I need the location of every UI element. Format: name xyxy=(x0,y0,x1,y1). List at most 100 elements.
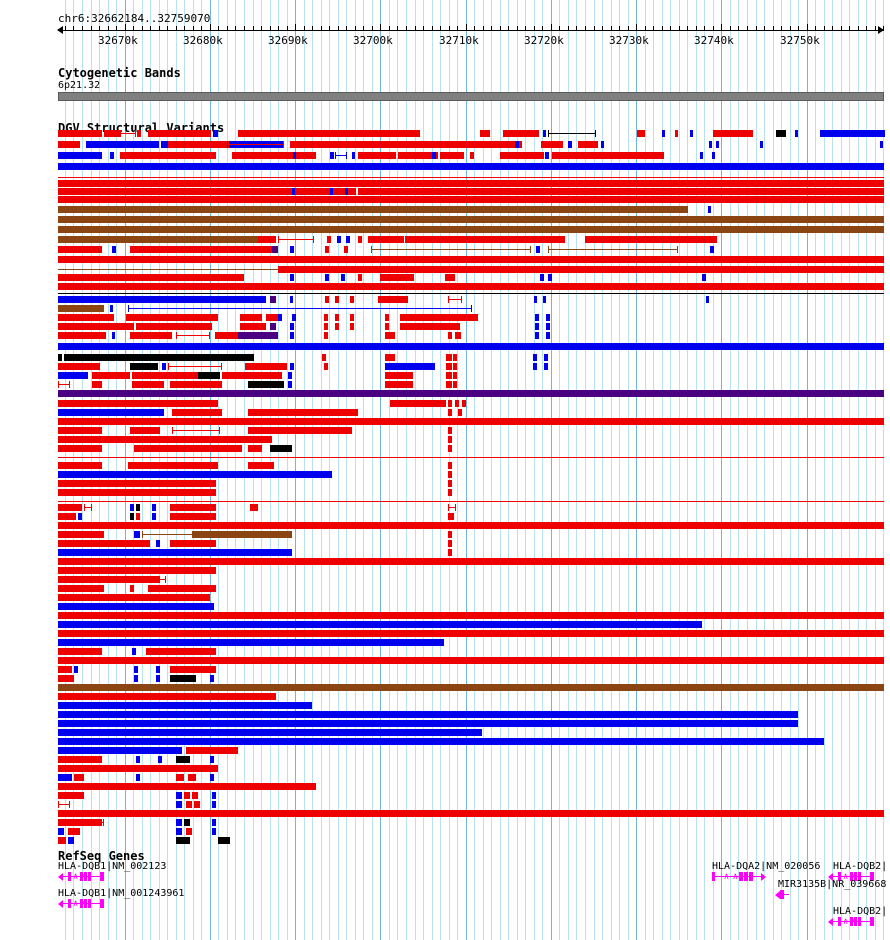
variant-feature[interactable] xyxy=(58,549,292,556)
gene-exon[interactable] xyxy=(68,872,71,881)
variant-feature[interactable] xyxy=(385,332,395,339)
variant-feature[interactable] xyxy=(134,462,218,469)
gene-exon[interactable] xyxy=(870,872,874,881)
variant-feature[interactable] xyxy=(453,354,457,361)
gene-exon[interactable] xyxy=(850,872,854,881)
variant-feature[interactable] xyxy=(58,480,216,487)
variant-feature[interactable] xyxy=(188,774,196,781)
variant-feature[interactable] xyxy=(716,141,719,148)
variant-feature[interactable] xyxy=(322,354,326,361)
variant-feature[interactable] xyxy=(601,141,604,148)
variant-connector-line[interactable] xyxy=(448,299,462,300)
variant-feature[interactable] xyxy=(270,296,276,303)
variant-feature[interactable] xyxy=(58,152,102,159)
variant-feature[interactable] xyxy=(245,363,287,370)
variant-feature[interactable] xyxy=(541,141,563,148)
variant-feature[interactable] xyxy=(58,206,688,213)
variant-feature[interactable] xyxy=(825,130,885,137)
variant-feature[interactable] xyxy=(288,372,292,379)
variant-connector-line[interactable] xyxy=(448,507,456,508)
variant-feature[interactable] xyxy=(358,152,396,159)
variant-feature[interactable] xyxy=(480,130,490,137)
variant-feature[interactable] xyxy=(58,837,66,844)
variant-feature[interactable] xyxy=(58,177,884,178)
variant-feature[interactable] xyxy=(162,363,166,370)
variant-feature[interactable] xyxy=(58,141,80,148)
variant-feature[interactable] xyxy=(58,747,182,754)
variant-feature[interactable] xyxy=(218,837,230,844)
variant-feature[interactable] xyxy=(240,314,262,321)
variant-feature[interactable] xyxy=(544,354,548,361)
variant-feature[interactable] xyxy=(58,409,164,416)
variant-feature[interactable] xyxy=(130,332,172,339)
variant-feature[interactable] xyxy=(134,666,138,673)
variant-feature[interactable] xyxy=(176,792,182,799)
variant-feature[interactable] xyxy=(335,314,339,321)
variant-feature[interactable] xyxy=(58,612,884,619)
variant-feature[interactable] xyxy=(136,513,140,520)
variant-feature[interactable] xyxy=(341,274,345,281)
gene-label[interactable]: HLA-DQB1|NM_002123 xyxy=(58,861,167,872)
gene-exon[interactable] xyxy=(870,917,874,926)
variant-feature[interactable] xyxy=(170,513,216,520)
variant-feature[interactable] xyxy=(880,141,883,148)
variant-feature[interactable] xyxy=(446,354,452,361)
variant-connector-line[interactable] xyxy=(212,412,222,413)
variant-feature[interactable] xyxy=(453,381,457,388)
variant-feature[interactable] xyxy=(58,314,114,321)
variant-feature[interactable] xyxy=(344,246,348,253)
variant-feature[interactable] xyxy=(186,801,192,808)
gene-label[interactable]: MIR3135B|NR_039668 xyxy=(778,879,887,890)
variant-feature[interactable] xyxy=(358,188,884,195)
variant-feature[interactable] xyxy=(270,445,292,452)
variant-feature[interactable] xyxy=(198,372,220,379)
variant-feature[interactable] xyxy=(552,152,664,159)
variant-feature[interactable] xyxy=(390,400,446,407)
gene-exon[interactable] xyxy=(838,872,841,881)
gene-exon[interactable] xyxy=(858,917,862,926)
variant-feature[interactable] xyxy=(120,152,216,159)
variant-feature[interactable] xyxy=(400,141,522,148)
variant-feature[interactable] xyxy=(358,274,362,281)
variant-feature[interactable] xyxy=(448,513,454,520)
variant-feature[interactable] xyxy=(290,323,294,330)
variant-feature[interactable] xyxy=(148,130,211,137)
variant-feature[interactable] xyxy=(136,756,140,763)
variant-feature[interactable] xyxy=(448,489,452,496)
variant-feature[interactable] xyxy=(134,531,140,538)
variant-connector-line[interactable] xyxy=(548,133,596,134)
variant-feature[interactable] xyxy=(136,504,140,511)
variant-feature[interactable] xyxy=(130,363,158,370)
variant-feature[interactable] xyxy=(543,130,546,137)
variant-feature[interactable] xyxy=(210,774,214,781)
variant-connector-line[interactable] xyxy=(142,534,202,535)
variant-feature[interactable] xyxy=(172,409,222,416)
variant-feature[interactable] xyxy=(760,141,763,148)
variant-feature[interactable] xyxy=(448,480,452,487)
variant-feature[interactable] xyxy=(535,332,539,339)
variant-feature[interactable] xyxy=(248,445,262,452)
variant-feature[interactable] xyxy=(58,293,884,294)
gene-exon[interactable] xyxy=(100,872,104,881)
variant-feature[interactable] xyxy=(210,675,214,682)
variant-feature[interactable] xyxy=(345,188,348,195)
variant-connector-line[interactable] xyxy=(278,239,314,240)
variant-feature[interactable] xyxy=(58,585,104,592)
variant-feature[interactable] xyxy=(292,314,296,321)
variant-feature[interactable] xyxy=(184,792,190,799)
variant-feature[interactable] xyxy=(58,603,214,610)
variant-feature[interactable] xyxy=(78,513,82,520)
variant-connector-line[interactable] xyxy=(84,507,92,508)
gene-exon[interactable] xyxy=(712,872,715,881)
variant-feature[interactable] xyxy=(152,504,156,511)
variant-feature[interactable] xyxy=(445,274,455,281)
variant-feature[interactable] xyxy=(500,152,544,159)
variant-feature[interactable] xyxy=(134,445,242,452)
gene-label[interactable]: HLA-DQA2|NM_020056 xyxy=(712,861,821,872)
variant-connector-line[interactable] xyxy=(548,249,678,250)
variant-feature[interactable] xyxy=(58,163,884,170)
variant-feature[interactable] xyxy=(170,504,216,511)
variant-feature[interactable] xyxy=(350,314,354,321)
variant-feature[interactable] xyxy=(58,390,884,397)
variant-feature[interactable] xyxy=(400,323,460,330)
